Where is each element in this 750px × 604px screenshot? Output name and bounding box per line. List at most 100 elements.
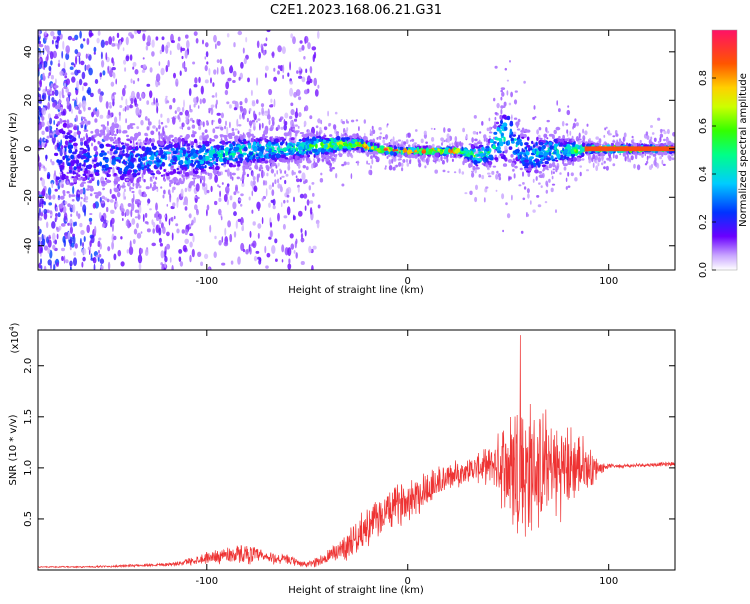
spectrogram-cell xyxy=(202,132,205,135)
spectrogram-cell xyxy=(363,143,366,147)
spectrogram-speckle xyxy=(234,107,237,110)
spectrogram-halo xyxy=(37,97,41,100)
spectrogram-cell xyxy=(105,160,108,163)
spectrogram-halo xyxy=(253,176,256,180)
spectrogram-speckle xyxy=(47,102,50,110)
spectrogram-halo xyxy=(136,126,139,129)
spectrogram-speckle xyxy=(229,234,232,242)
spectrogram-speckle xyxy=(227,220,231,227)
spectrogram-speckle xyxy=(159,238,162,243)
spectrogram-cell xyxy=(204,141,209,144)
spectrogram-halo xyxy=(452,159,454,162)
spectrogram-halo xyxy=(216,100,218,105)
spectrogram-halo xyxy=(130,98,133,101)
spectrogram-halo xyxy=(71,109,73,114)
spectrogram-speckle xyxy=(258,233,260,239)
spectrogram-speckle xyxy=(94,52,96,55)
spectrogram-speckle xyxy=(289,81,293,85)
spectrogram-speckle xyxy=(227,33,230,37)
spectrogram-speckle xyxy=(54,170,56,177)
spectrogram-halo xyxy=(423,159,426,162)
spectrogram-halo xyxy=(224,126,226,129)
spectrogram-cell xyxy=(326,158,330,162)
spectrogram-speckle xyxy=(141,93,144,98)
spectrogram-halo xyxy=(657,118,660,121)
spectrogram-cell xyxy=(152,139,155,143)
spectrogram-cell xyxy=(83,162,85,167)
spectrogram-cell xyxy=(191,145,194,148)
spectrogram-speckle xyxy=(305,69,307,74)
spectrogram-speckle xyxy=(192,62,195,65)
spectrogram-cell xyxy=(256,157,259,160)
spectrogram-halo xyxy=(176,229,179,234)
spectrogram-halo xyxy=(382,139,385,143)
spectrogram-cell xyxy=(497,146,501,151)
spectrogram-speckle xyxy=(205,42,209,47)
spectrogram-cell xyxy=(180,170,182,174)
spectrogram-speckle xyxy=(176,199,178,208)
spectrogram-speckle xyxy=(73,257,77,266)
spectrogram-speckle xyxy=(71,243,74,248)
spectrogram-cell xyxy=(268,141,272,146)
spectrogram-speckle xyxy=(131,218,135,225)
spectrogram-speckle xyxy=(89,240,91,247)
spectrogram-cell xyxy=(156,170,160,174)
spectrogram-halo xyxy=(438,159,440,162)
spectrogram-halo xyxy=(59,172,61,174)
spectrogram-halo xyxy=(52,245,55,250)
spectrogram-speckle xyxy=(71,62,74,65)
spectrogram-halo xyxy=(606,158,609,161)
spectrogram-halo xyxy=(253,122,256,127)
spectrogram-cell xyxy=(531,165,534,168)
spectrogram-cell xyxy=(526,151,530,155)
spectrogram-cell xyxy=(80,138,83,142)
spectrogram-halo xyxy=(501,193,504,199)
spectrogram-cell xyxy=(305,138,310,141)
spectrogram-cell xyxy=(173,151,178,155)
spectrogram-cell xyxy=(520,130,524,133)
spectrogram-halo xyxy=(357,160,359,166)
spectrogram-cell xyxy=(503,137,505,142)
spectrogram-speckle xyxy=(265,66,269,71)
spectrogram-cell xyxy=(86,188,89,191)
spectrogram-halo xyxy=(521,231,524,234)
spectrogram-speckle xyxy=(284,113,288,119)
spectrogram-cell xyxy=(323,142,327,144)
spectrogram-halo xyxy=(41,351,44,356)
spectrogram-speckle xyxy=(304,36,306,44)
spectrogram-halo xyxy=(595,136,599,139)
spectrogram-cell xyxy=(130,136,133,140)
spectrogram-cell xyxy=(248,145,251,149)
spectrogram-halo xyxy=(411,139,414,142)
spectrogram-cell xyxy=(230,151,235,153)
spectrogram-halo xyxy=(606,127,608,129)
spectrogram-cell xyxy=(92,160,96,162)
spectrogram-cell xyxy=(131,151,135,153)
spectrogram-cell xyxy=(191,164,194,167)
spectrogram-cell xyxy=(401,150,403,155)
spectrogram-cell xyxy=(513,134,517,136)
spectrogram-speckle xyxy=(179,112,183,116)
spectrogram-cell xyxy=(527,188,530,193)
spectrogram-halo xyxy=(303,165,306,168)
spectrogram-speckle xyxy=(70,66,74,70)
spectrogram-cell xyxy=(429,149,434,152)
spectrogram-cell xyxy=(363,136,367,140)
spectrogram-cell xyxy=(133,146,135,149)
spectrogram-cell xyxy=(285,141,287,145)
spectrogram-halo xyxy=(287,195,290,198)
spectrogram-speckle xyxy=(177,107,181,112)
spectrogram-speckle xyxy=(218,118,222,124)
spectrogram-halo xyxy=(179,126,182,129)
spectrogram-speckle xyxy=(201,86,204,95)
spectrogram-cell xyxy=(119,185,121,188)
spectrogram-speckle xyxy=(180,70,182,76)
spectrogram-cell xyxy=(312,137,316,141)
spectrogram-halo xyxy=(351,155,353,158)
spectrogram-speckle xyxy=(310,66,313,73)
spectrogram-halo xyxy=(558,108,561,112)
spectrogram-cell xyxy=(121,142,124,145)
spectrogram-cell xyxy=(205,165,207,168)
spectrogram-speckle xyxy=(129,105,133,108)
spectrogram-speckle xyxy=(113,61,115,66)
